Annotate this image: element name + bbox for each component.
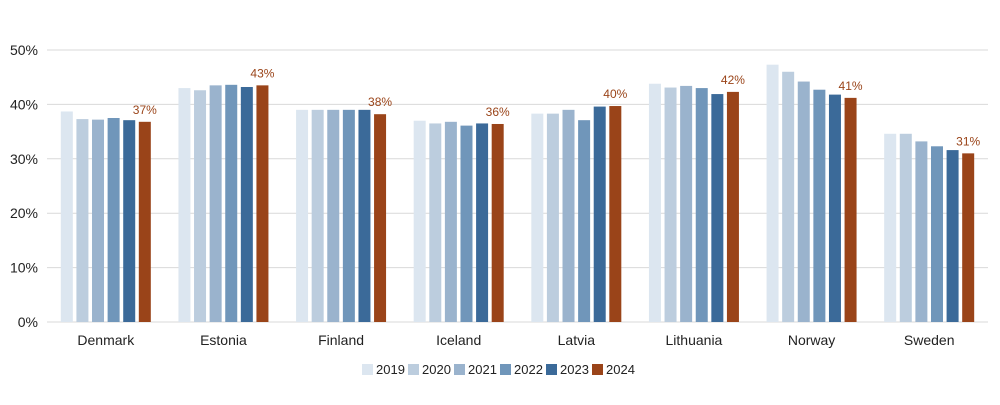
bar-2024-iceland xyxy=(491,123,504,322)
bar-2024-latvia xyxy=(609,106,622,322)
bar-2020-lithuania xyxy=(664,87,677,322)
category-label: Norway xyxy=(788,332,835,348)
bar-2024-estonia xyxy=(256,85,269,322)
data-label: 43% xyxy=(250,66,274,80)
legend-label: 2020 xyxy=(422,362,451,377)
bar-2021-finland xyxy=(327,109,340,322)
bar-2022-sweden xyxy=(930,146,943,322)
bar-2019-latvia xyxy=(531,113,544,322)
bar-2019-finland xyxy=(296,109,309,322)
bar-2023-sweden xyxy=(946,150,959,322)
legend-label: 2024 xyxy=(606,362,635,377)
legend-label: 2019 xyxy=(376,362,405,377)
y-tick-label: 30% xyxy=(10,151,38,167)
data-label: 42% xyxy=(721,73,745,87)
y-axis-tick-labels: 0% 10% 20% 30% 40% 50% xyxy=(10,42,38,330)
legend-swatch xyxy=(500,364,511,375)
category-label: Lithuania xyxy=(666,332,723,348)
bar-2023-norway xyxy=(828,94,841,322)
bar-2021-denmark xyxy=(92,119,105,323)
legend-label: 2023 xyxy=(560,362,589,377)
bar-2021-iceland xyxy=(444,121,457,322)
bar-2021-latvia xyxy=(562,109,575,322)
legend-swatch xyxy=(592,364,603,375)
bar-2023-lithuania xyxy=(711,94,724,323)
bar-2021-estonia xyxy=(209,85,222,322)
bar-2023-finland xyxy=(358,109,371,322)
bar-2020-finland xyxy=(311,109,324,322)
legend-swatch xyxy=(362,364,373,375)
legend-label: 2022 xyxy=(514,362,543,377)
bar-2024-sweden xyxy=(962,153,975,322)
data-label: 36% xyxy=(486,105,510,119)
bar-2021-lithuania xyxy=(680,85,693,323)
bar-2020-denmark xyxy=(76,119,89,322)
bar-2019-denmark xyxy=(60,111,73,322)
legend-swatch xyxy=(454,364,465,375)
bar-2024-lithuania xyxy=(726,91,739,322)
bar-2023-denmark xyxy=(123,120,136,323)
category-label: Finland xyxy=(318,332,364,348)
bar-2022-latvia xyxy=(578,120,591,323)
y-tick-label: 50% xyxy=(10,42,38,58)
bar-2019-iceland xyxy=(413,120,426,322)
x-axis-category-labels: Denmark Estonia Finland Iceland Latvia Lithua… xyxy=(77,332,954,348)
bar-2022-norway xyxy=(813,89,826,322)
legend-swatch xyxy=(408,364,419,375)
bar-2019-norway xyxy=(766,64,779,323)
data-label: 41% xyxy=(839,79,863,93)
y-tick-label: 0% xyxy=(18,314,38,330)
bar-2024-norway xyxy=(844,97,857,322)
bar-2022-iceland xyxy=(460,125,473,322)
bar-2019-sweden xyxy=(884,133,897,322)
data-label: 38% xyxy=(368,95,392,109)
bar-2020-iceland xyxy=(429,123,442,322)
data-labels: 37% 43% 38% 36% 40% 42% 41% 31% xyxy=(133,66,981,148)
category-label: Iceland xyxy=(436,332,481,348)
bar-2024-denmark xyxy=(138,121,151,322)
bars xyxy=(60,64,975,323)
bar-2023-iceland xyxy=(476,123,489,322)
category-label: Estonia xyxy=(200,332,247,348)
bar-2020-sweden xyxy=(899,133,912,322)
y-tick-label: 10% xyxy=(10,260,38,276)
category-label: Latvia xyxy=(558,332,596,348)
bar-2021-norway xyxy=(797,81,810,322)
bar-2022-estonia xyxy=(225,84,238,322)
bar-2024-finland xyxy=(374,114,387,322)
y-tick-label: 40% xyxy=(10,96,38,112)
bar-2020-norway xyxy=(782,71,795,322)
bar-2022-denmark xyxy=(107,118,120,322)
legend-label: 2021 xyxy=(468,362,497,377)
category-label: Denmark xyxy=(77,332,135,348)
bar-2021-sweden xyxy=(915,141,928,322)
bar-2020-latvia xyxy=(546,113,559,322)
bar-2022-lithuania xyxy=(695,88,708,322)
bar-2019-lithuania xyxy=(648,83,661,322)
category-label: Sweden xyxy=(904,332,955,348)
bar-2023-estonia xyxy=(240,86,253,322)
data-label: 31% xyxy=(956,134,980,148)
legend: 2019 2020 2021 2022 2023 2024 xyxy=(362,362,635,377)
bar-2022-finland xyxy=(342,109,355,322)
bar-2020-estonia xyxy=(194,90,207,322)
bar-2019-estonia xyxy=(178,88,191,322)
y-tick-label: 20% xyxy=(10,205,38,221)
data-label: 40% xyxy=(603,87,627,101)
bar-2023-latvia xyxy=(593,106,606,323)
data-label: 37% xyxy=(133,103,157,117)
legend-swatch xyxy=(546,364,557,375)
